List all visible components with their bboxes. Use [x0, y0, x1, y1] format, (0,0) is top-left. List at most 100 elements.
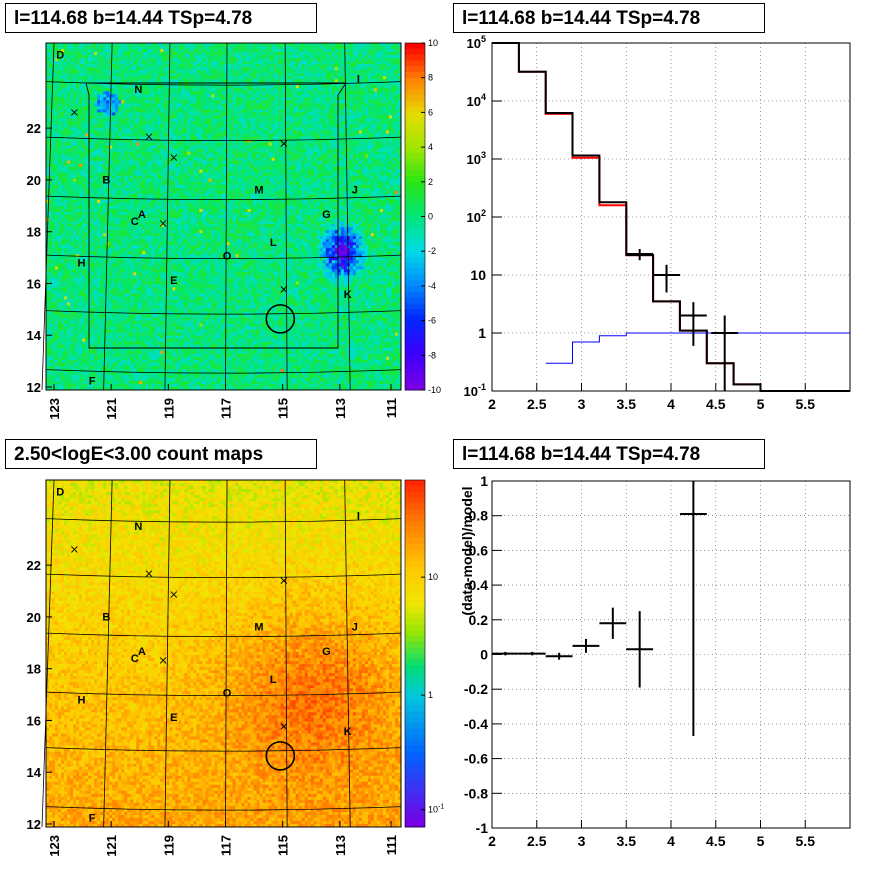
map-longitude-line — [284, 479, 288, 828]
colorbar-segment — [405, 769, 425, 776]
colorbar-segment — [405, 497, 425, 504]
colorbar-segment — [405, 152, 425, 160]
spectrum-x-tick-label: 4 — [667, 396, 675, 412]
map-y-tick-label: 14 — [27, 328, 42, 343]
map-latitude-line — [45, 195, 402, 201]
colorbar-segment — [405, 572, 425, 579]
colorbar-segment — [405, 147, 425, 154]
colorbar-tick-label: 0 — [428, 212, 433, 222]
target-circle — [265, 304, 296, 334]
map-x-tick-label: 113 — [333, 398, 348, 419]
colorbar-segment — [405, 280, 425, 287]
source-label-D: D — [56, 49, 64, 61]
map-x-tick-label: 115 — [276, 398, 291, 419]
map-x-tick-label: 113 — [333, 835, 348, 856]
colorbar-segment — [405, 170, 425, 177]
map-longitude-line — [41, 42, 55, 391]
colorbar-segment — [405, 584, 425, 591]
colorbar-segment — [405, 384, 425, 391]
source-label-B: B — [102, 611, 110, 623]
colorbar-segment — [405, 378, 425, 385]
colorbar-tick-label: 8 — [428, 73, 433, 83]
map-latitude-line — [45, 573, 402, 579]
source-label-M: M — [254, 622, 263, 634]
source-label-K: K — [344, 726, 352, 738]
map-longitude-line — [103, 479, 113, 828]
colorbar-segment — [405, 705, 425, 712]
residuals-y-tick-label: -0.6 — [464, 751, 488, 767]
source-label-A: A — [138, 646, 146, 658]
source-cross — [71, 546, 78, 553]
spectrum-x-tick-label: 3 — [578, 396, 586, 412]
residuals-y-tick-label: 0.2 — [469, 612, 489, 628]
map-longitude-line — [41, 479, 55, 828]
colorbar-segment — [405, 228, 425, 235]
source-label-J: J — [352, 622, 358, 634]
colorbar-segment — [405, 532, 425, 539]
title-bottom-left: 2.50<logE<3.00 count maps — [5, 439, 317, 469]
colorbar-segment — [405, 751, 425, 759]
source-cross — [170, 154, 178, 161]
colorbar-frame — [404, 479, 426, 828]
colorbar-segment — [405, 158, 425, 165]
map-y-tick-label: 22 — [27, 121, 41, 136]
colorbar-segment — [405, 728, 425, 735]
map-x-tick-label: 117 — [219, 398, 234, 419]
source-cross — [71, 109, 78, 116]
colorbar-segment — [405, 176, 425, 183]
colorbar-segment — [405, 303, 425, 310]
source-label-O: O — [223, 251, 232, 263]
residuals-x-tick-label: 5.5 — [796, 833, 816, 849]
residuals-y-tick-label: -0.2 — [464, 681, 488, 697]
spectrum-x-tick-label: 3.5 — [617, 396, 637, 412]
colorbar-segment — [405, 630, 425, 637]
source-label-H: H — [78, 258, 86, 270]
colorbar-segment — [405, 372, 425, 379]
source-cross — [170, 591, 178, 598]
map-latitude-line — [45, 691, 402, 697]
colorbar-segment — [405, 722, 425, 730]
spectrum-y-tick-label: 10-1 — [464, 382, 486, 399]
colorbar-segment — [405, 123, 425, 131]
spectrum-data-point — [711, 315, 739, 391]
colorbar-segment — [405, 326, 425, 333]
source-cross — [145, 570, 153, 578]
colorbar-segment — [405, 199, 425, 206]
residuals-x-tick-label: 4 — [667, 833, 675, 849]
source-label-I: I — [357, 74, 360, 86]
colorbar-segment — [405, 66, 425, 73]
colorbar-segment — [405, 83, 425, 90]
colorbar-segment — [405, 503, 425, 510]
colorbar-segment — [405, 734, 425, 741]
colorbar-tick-label: -8 — [428, 350, 436, 360]
residual-point — [626, 611, 654, 688]
colorbar-segment — [405, 48, 425, 56]
colorbar-segment — [405, 309, 425, 316]
colorbar-segment — [405, 349, 425, 356]
colorbar-segment — [405, 613, 425, 620]
residuals-y-tick-label: 0 — [480, 647, 488, 663]
colorbar-segment — [405, 792, 425, 799]
residuals-y-tick-label: 0.4 — [469, 577, 489, 593]
residuals-y-axis-label: (data-model)/model — [459, 486, 475, 615]
colorbar-segment — [405, 537, 425, 545]
map-frame — [45, 42, 402, 391]
residual-point — [572, 638, 600, 653]
colorbar-segment — [405, 71, 425, 79]
residuals-y-tick-label: 0.8 — [469, 508, 489, 524]
colorbar-segment — [405, 332, 425, 339]
colorbar-segment — [405, 361, 425, 368]
source-label-I: I — [357, 511, 360, 523]
map-longitude-line — [164, 479, 171, 828]
colorbar-segment — [405, 89, 425, 96]
residuals-x-tick-label: 3.5 — [617, 833, 637, 849]
map-y-tick-label: 12 — [27, 817, 41, 832]
map-y-tick-label: 18 — [27, 662, 41, 677]
map-y-tick-label: 14 — [27, 765, 42, 780]
source-label-A: A — [138, 209, 146, 221]
map-longitude-line — [344, 479, 351, 828]
colorbar-segment — [405, 268, 425, 275]
colorbar-tick-label: 10 — [428, 572, 438, 582]
spectrum-y-tick-label: 10 — [470, 267, 486, 283]
